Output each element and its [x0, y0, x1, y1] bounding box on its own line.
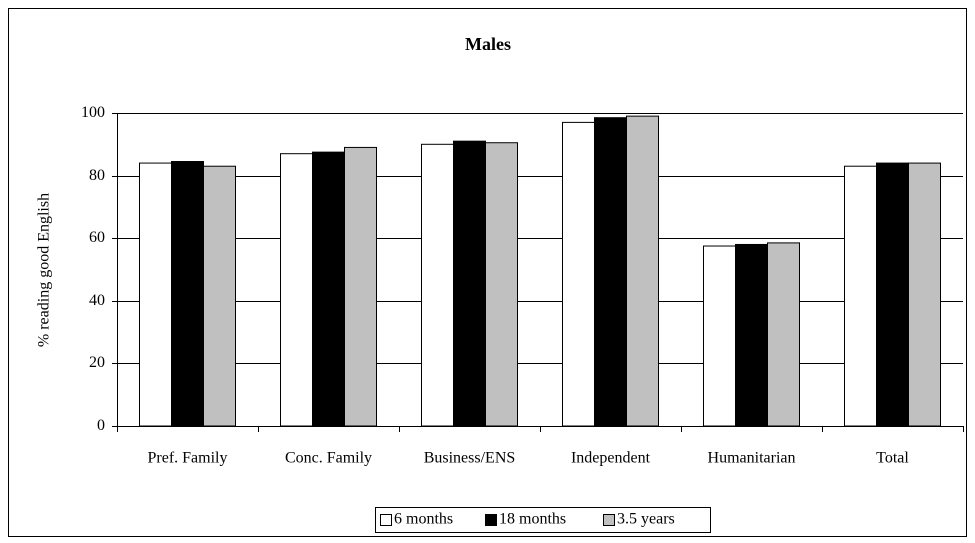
legend-label: 18 months [499, 511, 566, 528]
bar [203, 165, 236, 427]
bar [139, 162, 172, 427]
legend-label: 6 months [394, 511, 453, 528]
y-tick-label: 40 [89, 292, 105, 309]
legend-swatch [603, 514, 615, 526]
y-tick-label: 20 [89, 354, 105, 371]
legend-swatch [485, 514, 497, 526]
bar [876, 162, 909, 427]
bar [421, 143, 454, 427]
bar [562, 121, 595, 427]
legend-label: 3.5 years [617, 511, 675, 528]
x-tick-label: Humanitarian [708, 450, 796, 467]
x-tick-label: Total [876, 450, 909, 467]
y-tick-label: 80 [89, 167, 105, 184]
x-tick-label: Business/ENS [424, 450, 516, 467]
bar [703, 245, 736, 427]
y-tick-label: 100 [81, 104, 105, 121]
legend-box [375, 507, 711, 533]
bar [280, 153, 313, 427]
bar [344, 146, 377, 427]
bar [453, 140, 486, 427]
x-tick-label: Independent [571, 450, 651, 467]
y-axis-label: % reading good English [36, 193, 53, 347]
y-tick-label: 60 [89, 229, 105, 246]
bar [908, 162, 941, 427]
x-tick-label: Pref. Family [148, 450, 228, 467]
bar [485, 142, 518, 427]
bar [312, 151, 345, 427]
bar [735, 243, 768, 427]
bar [626, 115, 659, 427]
y-tick-label: 0 [97, 417, 105, 434]
bar [767, 242, 800, 427]
bar [844, 165, 877, 427]
bar [594, 117, 627, 427]
x-tick-label: Conc. Family [285, 450, 372, 467]
legend-swatch [380, 514, 392, 526]
bar [171, 161, 204, 427]
chart-title: Males [465, 34, 511, 54]
